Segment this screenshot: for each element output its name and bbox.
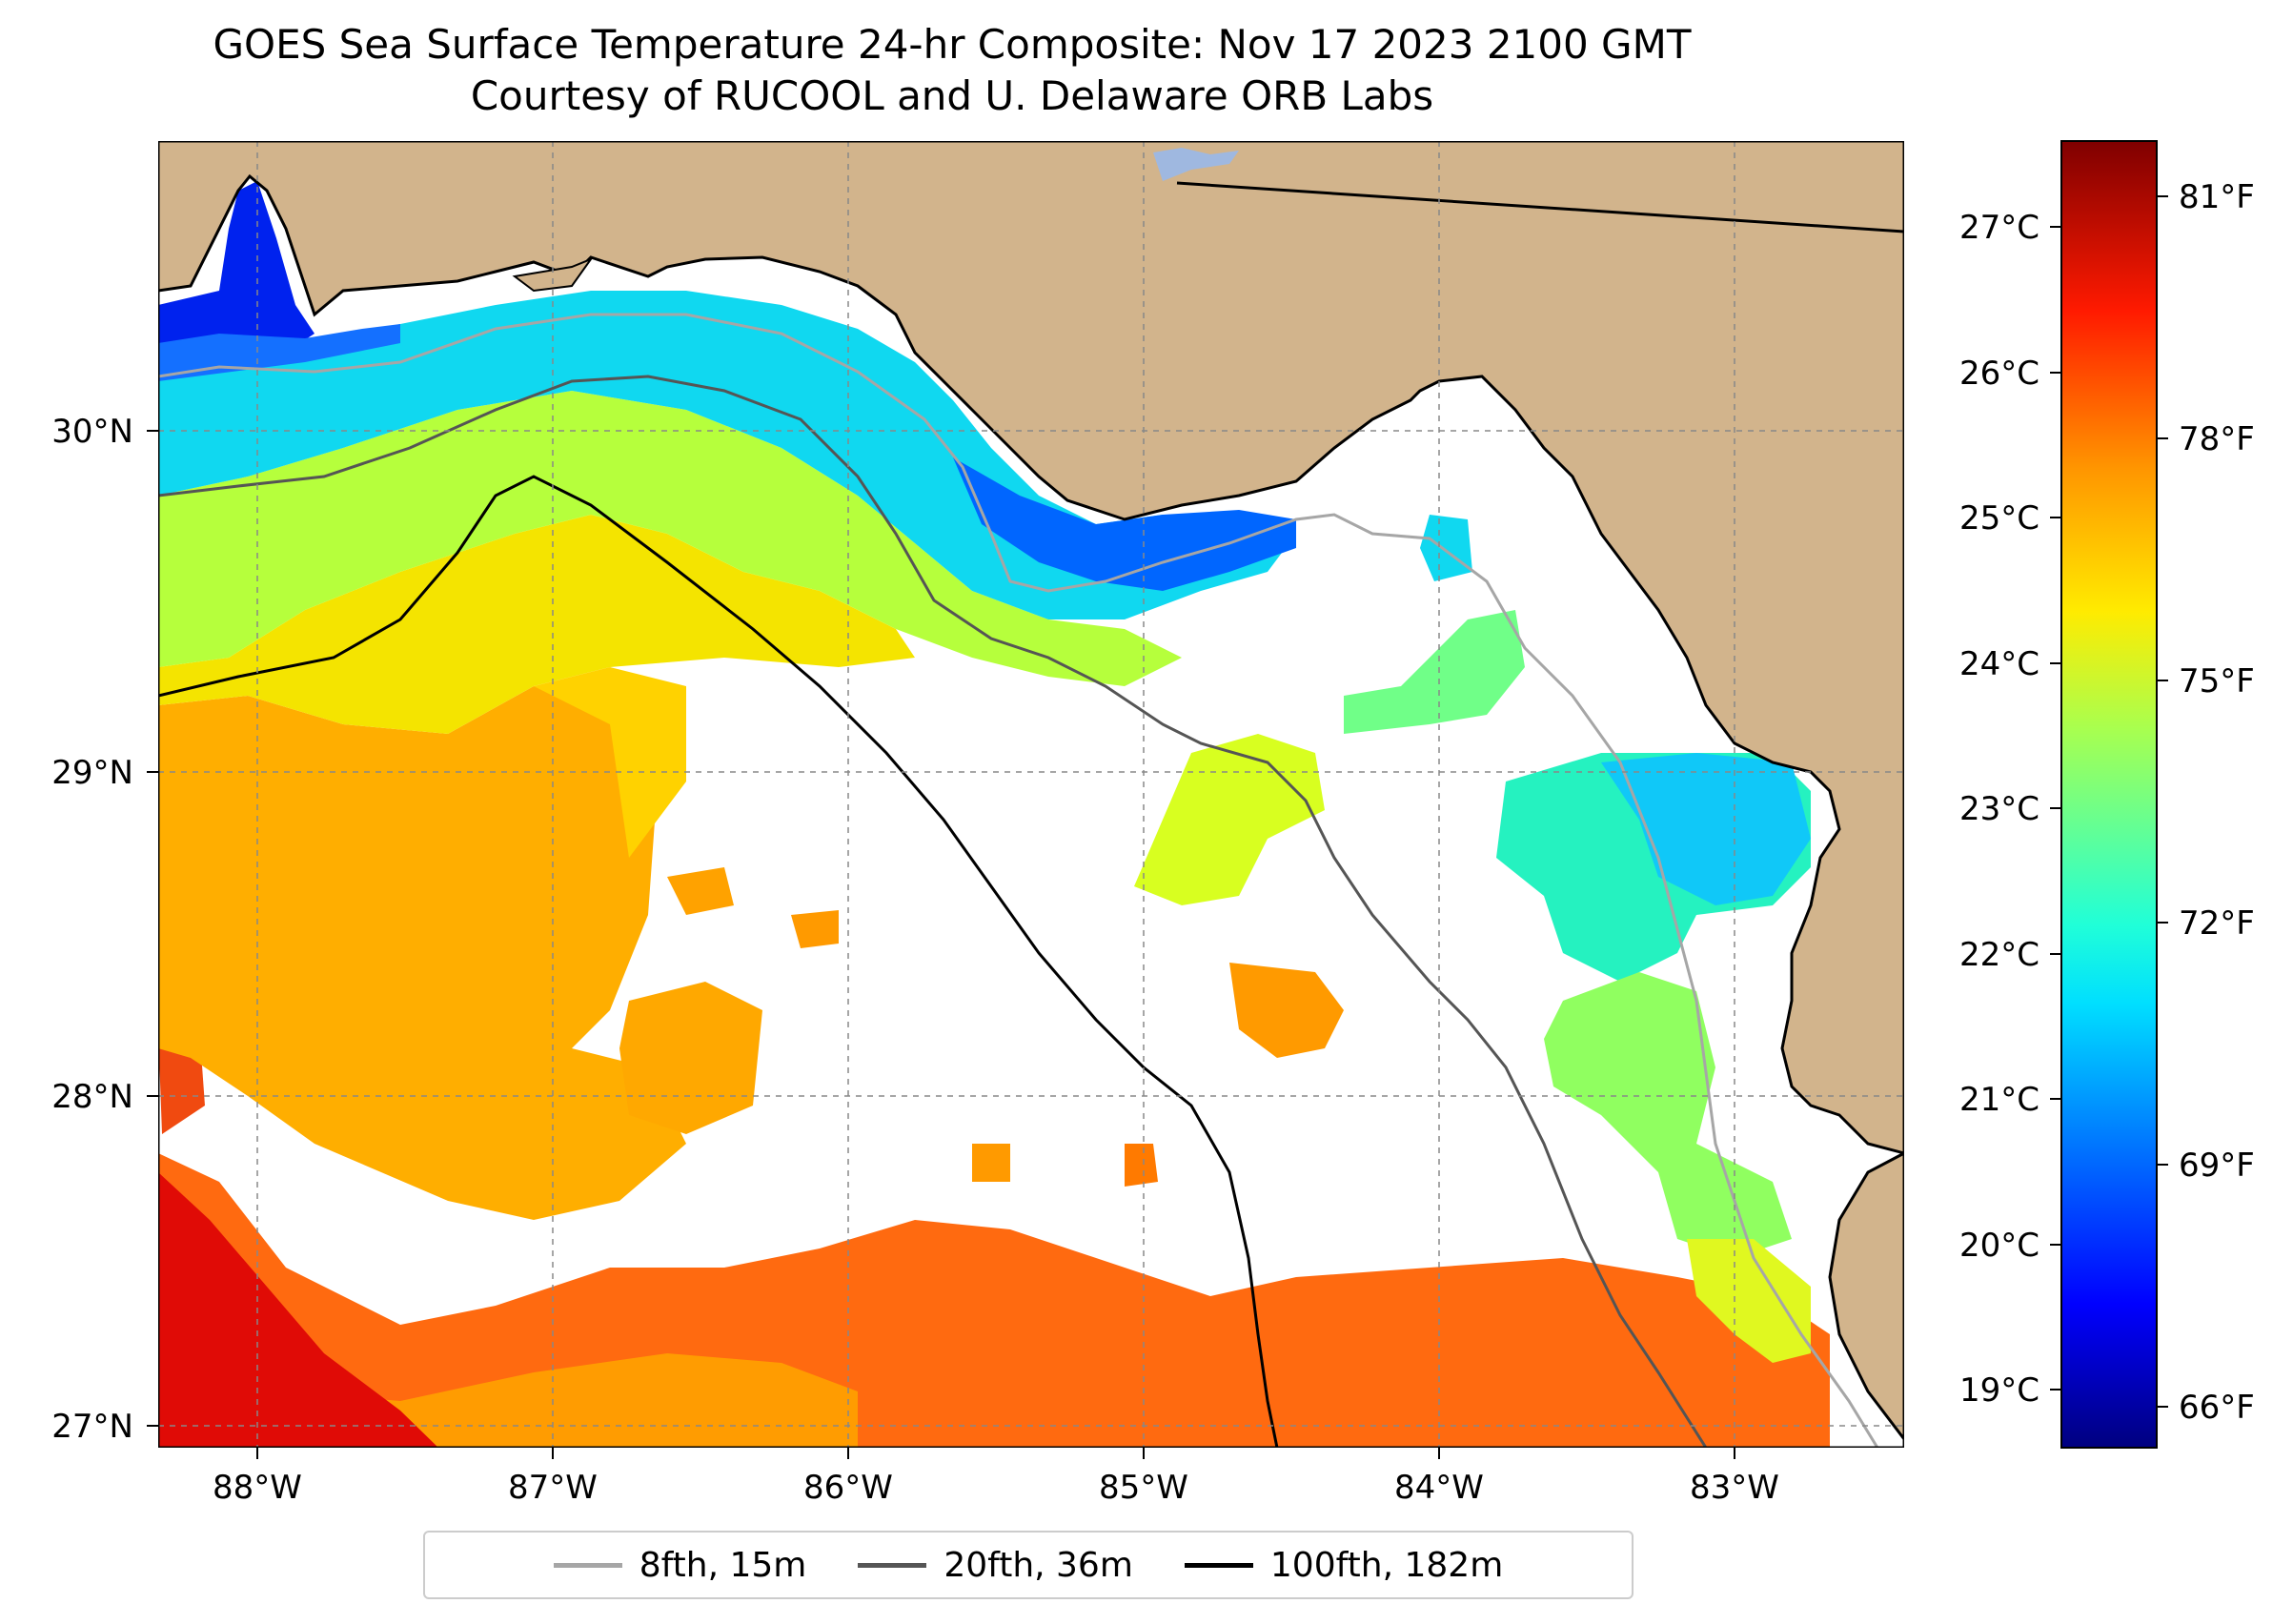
isobath-legend: 8fth, 15m 20fth, 36m 100fth, 182m — [423, 1531, 1634, 1599]
colorbar-fahrenheit-label: 81°F — [2179, 178, 2255, 216]
legend-line-100fth — [1184, 1562, 1253, 1568]
colorbar-fahrenheit-label: 75°F — [2179, 662, 2255, 700]
colorbar-celsius-label: 22°C — [1959, 936, 2039, 974]
lon-tick-label: 88°W — [213, 1469, 302, 1507]
state-border — [1176, 181, 1904, 233]
colorbar-fahrenheit-label: 69°F — [2179, 1147, 2255, 1185]
colorbar-celsius-label: 19°C — [1959, 1371, 2039, 1410]
legend-label: 8fth, 15m — [639, 1545, 807, 1585]
lon-tick-label: 83°W — [1690, 1469, 1779, 1507]
legend-item-8fth: 8fth, 15m — [553, 1545, 807, 1585]
lon-tick-label: 86°W — [803, 1469, 893, 1507]
colorbar-celsius-label: 26°C — [1959, 355, 2039, 393]
gridlines — [158, 141, 1904, 1448]
colorbar-celsius-label: 21°C — [1959, 1081, 2039, 1119]
legend-item-100fth: 100fth, 182m — [1184, 1545, 1504, 1585]
legend-item-20fth: 20fth, 36m — [858, 1546, 1133, 1585]
legend-line-20fth — [858, 1562, 927, 1568]
lat-tick-label: 29°N — [51, 754, 133, 792]
isobaths — [158, 313, 1879, 1448]
colorbar: 27°C 26°C 25°C 24°C 23°C 22°C 21°C 20°C … — [1959, 140, 2255, 1449]
colorbar-celsius-label: 25°C — [1959, 499, 2039, 538]
legend-label: 100fth, 182m — [1269, 1545, 1504, 1585]
lon-tick-label: 87°W — [508, 1469, 598, 1507]
colorbar-celsius-label: 24°C — [1959, 645, 2039, 683]
lat-tick-label: 28°N — [51, 1078, 133, 1116]
colorbar-celsius-label: 20°C — [1959, 1227, 2039, 1265]
land — [158, 141, 1904, 1442]
map-panel — [158, 141, 1904, 1448]
lat-tick-label: 30°N — [51, 413, 133, 451]
legend-label: 20fth, 36m — [944, 1545, 1133, 1585]
lake — [1153, 148, 1239, 181]
colorbar-celsius-label: 23°C — [1959, 790, 2039, 828]
colorbar-celsius-label: 27°C — [1959, 209, 2039, 247]
colorbar-fahrenheit-label: 78°F — [2179, 420, 2255, 458]
lat-tick-label: 27°N — [51, 1408, 133, 1446]
axis-ticks — [147, 430, 1735, 1459]
map-title: GOES Sea Surface Temperature 24-hr Compo… — [213, 21, 1692, 68]
legend-line-8fth — [553, 1562, 622, 1568]
colorbar-fahrenheit-label: 66°F — [2179, 1389, 2255, 1427]
lon-tick-label: 84°W — [1394, 1469, 1484, 1507]
colorbar-fahrenheit-label: 72°F — [2179, 904, 2255, 943]
map-subtitle: Courtesy of RUCOOL and U. Delaware ORB L… — [470, 72, 1434, 119]
lon-tick-label: 85°W — [1099, 1469, 1188, 1507]
